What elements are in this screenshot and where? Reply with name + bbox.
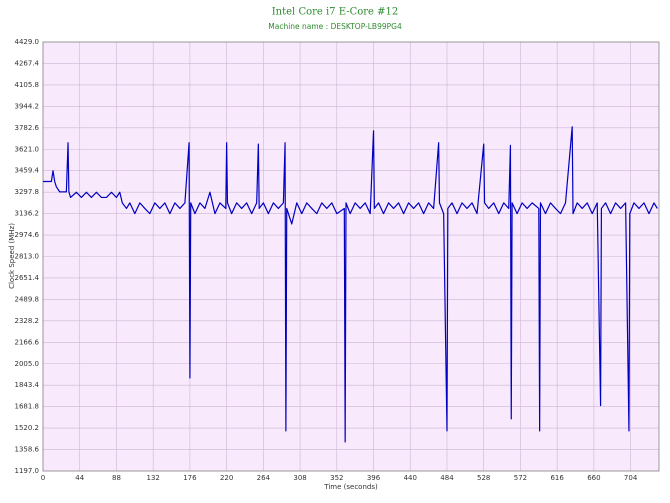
- x-tick-label: 660: [587, 474, 600, 482]
- y-tick-label: 4105.8: [15, 81, 40, 89]
- x-tick-label: 396: [367, 474, 381, 482]
- x-tick-label: 308: [293, 474, 306, 482]
- x-tick-label: 220: [220, 474, 233, 482]
- y-tick-label: 1520.2: [15, 424, 40, 432]
- y-tick-label: 4429.0: [15, 38, 40, 46]
- y-axis-title: Clock Speed (MHz): [8, 223, 16, 289]
- x-tick-label: 176: [183, 474, 197, 482]
- y-tick-label: 3459.4: [15, 167, 40, 175]
- y-tick-label: 3621.0: [15, 145, 40, 153]
- y-tick-label: 2813.0: [15, 253, 40, 261]
- data-line: [43, 126, 658, 443]
- y-tick-label: 4267.4: [15, 59, 40, 67]
- x-tick-label: 88: [112, 474, 121, 482]
- y-tick-label: 1843.4: [15, 381, 40, 389]
- chart-subtitle: Machine name : DESKTOP-LB99PG4: [268, 22, 402, 31]
- x-tick-label: 616: [550, 474, 564, 482]
- x-tick-label: 484: [440, 474, 454, 482]
- y-tick-label: 3944.2: [15, 102, 40, 110]
- y-tick-label: 1358.6: [15, 446, 40, 454]
- chart-title: Intel Core i7 E-Core #12: [272, 7, 399, 18]
- x-tick-label: 352: [330, 474, 343, 482]
- y-tick-label: 3297.8: [15, 188, 40, 196]
- x-tick-label: 704: [624, 474, 638, 482]
- y-tick-label: 2166.6: [15, 338, 40, 346]
- plot-border: [42, 41, 660, 472]
- x-axis-title: Time (seconds): [323, 483, 378, 491]
- y-tick-label: 2651.4: [15, 274, 40, 282]
- y-tick-label: 1197.0: [15, 467, 40, 475]
- x-tick-label: 132: [146, 474, 159, 482]
- y-tick-label: 1681.8: [15, 403, 40, 411]
- y-tick-label: 3782.6: [15, 124, 40, 132]
- x-tick-label: 0: [41, 474, 45, 482]
- y-tick-label: 2489.8: [15, 295, 40, 303]
- x-tick-label: 44: [75, 474, 84, 482]
- x-tick-label: 440: [404, 474, 417, 482]
- x-tick-label: 572: [514, 474, 527, 482]
- y-tick-label: 3136.2: [15, 210, 40, 218]
- x-tick-label: 264: [257, 474, 271, 482]
- y-tick-label: 2328.2: [15, 317, 40, 325]
- x-tick-label: 528: [477, 474, 490, 482]
- y-tick-label: 2005.0: [15, 360, 40, 368]
- y-tick-label: 2974.6: [15, 231, 40, 239]
